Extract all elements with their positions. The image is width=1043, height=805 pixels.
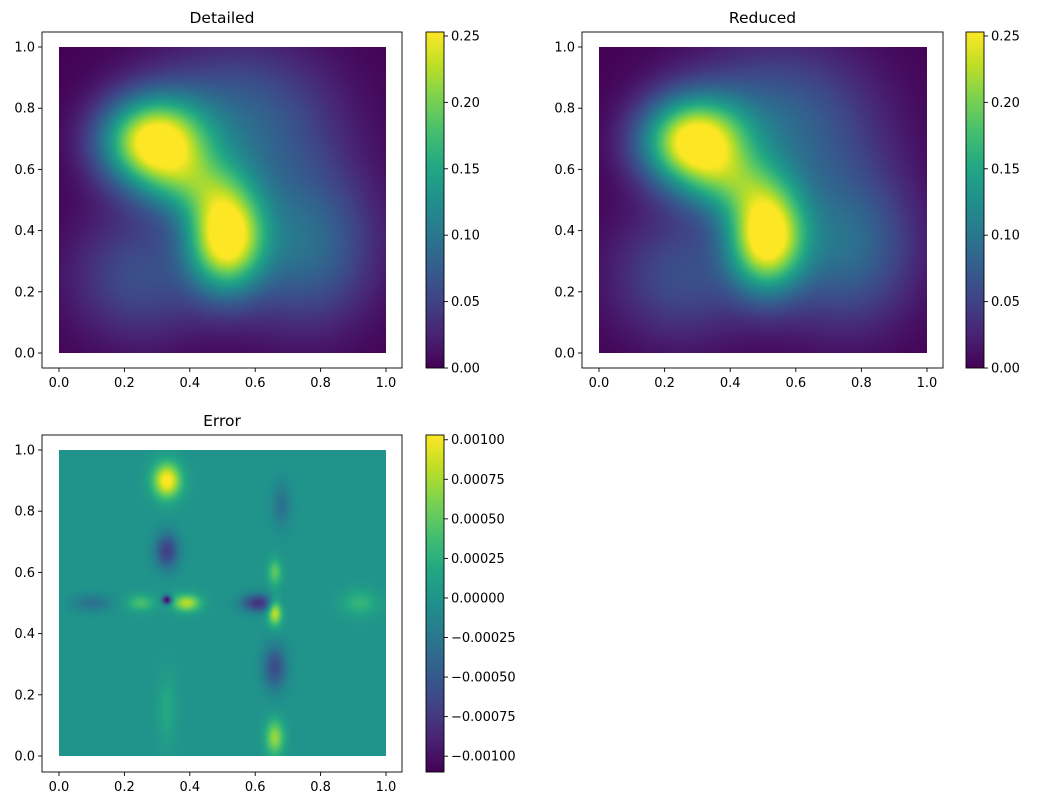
colorbar-tick-label: 0.05: [991, 295, 1020, 310]
y-tick-label: 0.0: [554, 347, 575, 362]
subplot-detailed: 0.0 0.2 0.4 0.6 0.8 1.0 0.0 0.2 0.4 0.6 0.8 1.0 Deta…: [14, 9, 480, 391]
colorbar-tick-label: 0.25: [451, 29, 480, 44]
x-tick-label: 0.6: [245, 780, 266, 795]
x-tick-label: 0.8: [851, 376, 872, 391]
x-tick-label: 0.4: [179, 376, 200, 391]
colorbar-tick-label: 0.20: [451, 96, 480, 111]
axes-frame: [41, 31, 403, 369]
colorbar-tick-label: 0.10: [451, 229, 480, 244]
y-tick-label: 1.0: [14, 41, 35, 56]
colorbar: 0.00100 0.00075 0.00050 0.00025 0.00000 −0.00…: [425, 433, 516, 773]
colorbar-tick-label: −0.00025: [451, 631, 516, 646]
x-tick-label: 0.4: [720, 376, 741, 391]
y-tick-label: 0.0: [14, 347, 35, 362]
x-tick-label: 1.0: [376, 780, 397, 795]
colorbar: 0.00 0.05 0.10 0.15 0.20 0.25: [425, 29, 480, 377]
axes-frame: [581, 31, 944, 369]
colorbar: 0.00 0.05 0.10 0.15 0.20 0.25: [965, 29, 1020, 377]
colorbar-gradient: [965, 31, 985, 369]
colorbar-tick-label: 0.00: [451, 362, 480, 377]
x-tick-label: 1.0: [917, 376, 938, 391]
x-tick-label: 0.0: [589, 376, 610, 391]
y-tick-label: 0.4: [14, 627, 35, 642]
subplot-title: Error: [203, 412, 241, 430]
colorbar-tick-label: 0.20: [991, 96, 1020, 111]
colorbar-tick-label: 0.00075: [451, 473, 505, 488]
y-tick-label: 0.8: [14, 102, 35, 117]
x-tick-label: 0.0: [49, 780, 70, 795]
heatmap-image: [59, 450, 386, 756]
x-tick-label: 0.6: [245, 376, 266, 391]
y-tick-label: 1.0: [554, 41, 575, 56]
x-tick-label: 0.2: [654, 376, 675, 391]
y-tick-label: 0.0: [14, 750, 35, 765]
heatmap-image: [599, 47, 927, 353]
colorbar-tick-label: 0.10: [991, 229, 1020, 244]
x-tick-label: 0.0: [49, 376, 70, 391]
y-tick-label: 0.4: [554, 224, 575, 239]
y-tick-label: 0.6: [14, 566, 35, 581]
y-tick-label: 0.2: [14, 285, 35, 300]
y-tick-label: 0.8: [14, 505, 35, 520]
x-tick-label: 0.8: [310, 376, 331, 391]
colorbar-tick-label: 0.25: [991, 29, 1020, 44]
x-tick-label: 0.8: [310, 780, 331, 795]
y-tick-label: 0.4: [14, 224, 35, 239]
colorbar-tick-label: −0.00075: [451, 710, 516, 725]
y-tick-label: 0.8: [554, 102, 575, 117]
x-tick-label: 0.2: [114, 780, 135, 795]
y-tick-label: 0.2: [14, 688, 35, 703]
x-tick-label: 0.6: [785, 376, 806, 391]
colorbar-tick-label: 0.15: [451, 162, 480, 177]
subplot-error: 0.0 0.2 0.4 0.6 0.8 1.0 0.0 0.2 0.4 0.6 0.8 1.0 Erro…: [14, 412, 515, 795]
y-tick-label: 1.0: [14, 444, 35, 459]
x-tick-label: 0.4: [179, 780, 200, 795]
y-tick-label: 0.2: [554, 285, 575, 300]
subplot-title: Detailed: [189, 9, 254, 27]
colorbar-gradient: [425, 434, 445, 773]
heatmap-image: [59, 47, 386, 353]
axes-frame: [41, 434, 403, 773]
colorbar-tick-label: −0.00050: [451, 671, 516, 686]
x-tick-label: 0.2: [114, 376, 135, 391]
y-tick-label: 0.6: [554, 163, 575, 178]
colorbar-tick-label: 0.00100: [451, 433, 505, 448]
colorbar-tick-label: 0.15: [991, 162, 1020, 177]
y-tick-label: 0.6: [14, 163, 35, 178]
colorbar-tick-label: 0.00000: [451, 591, 505, 606]
colorbar-tick-label: 0.00025: [451, 552, 505, 567]
subplot-title: Reduced: [729, 9, 796, 27]
colorbar-tick-label: −0.00100: [451, 750, 516, 765]
colorbar-tick-label: 0.00: [991, 362, 1020, 377]
colorbar-gradient: [425, 31, 445, 369]
colorbar-tick-label: 0.00050: [451, 512, 505, 527]
x-tick-label: 1.0: [376, 376, 397, 391]
subplot-reduced: 0.0 0.2 0.4 0.6 0.8 1.0 0.0 0.2 0.4 0.6 0.8 1.0 Redu…: [554, 9, 1020, 391]
colorbar-tick-label: 0.05: [451, 295, 480, 310]
